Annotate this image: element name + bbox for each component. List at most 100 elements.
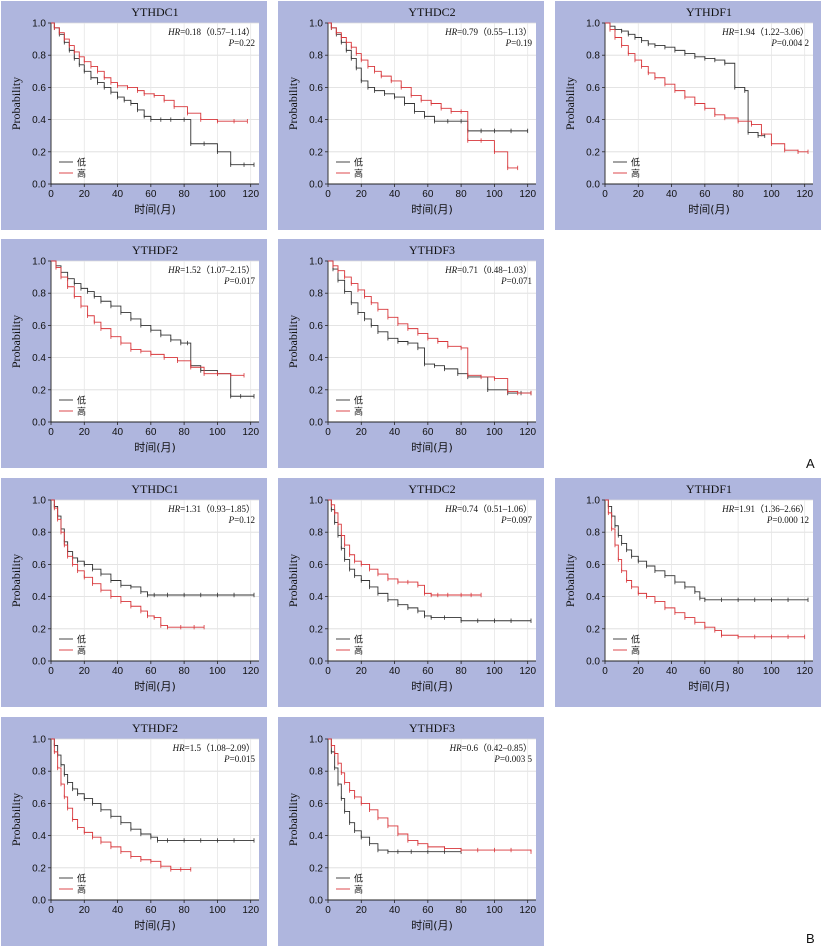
y-tick-label: 0.0: [309, 180, 323, 191]
x-tick-label: 40: [666, 666, 678, 677]
km-panel-ythdc1-a: 0.0 0.2 0.4 0.6 0.8 1.0 0 20 40 60 80 100 120 YTHDC1 H…: [1, 1, 267, 230]
x-axis-label: 时间(月): [411, 919, 453, 932]
x-tick-label: 40: [112, 666, 124, 677]
x-tick-label: 0: [602, 189, 608, 200]
legend-label: 高: [631, 645, 640, 657]
x-tick-label: 20: [79, 666, 91, 677]
legend-label: 低: [354, 157, 363, 169]
series-line-high: [51, 499, 205, 628]
x-axis-label: 时间(月): [411, 680, 453, 693]
y-tick-label: 1.0: [309, 735, 323, 746]
x-tick-label: 60: [145, 427, 157, 438]
x-tick-label: 20: [79, 189, 91, 200]
y-tick-label: 0.2: [586, 624, 600, 635]
x-tick-label: 80: [733, 189, 745, 200]
km-panel-ythdc2-b: 0.0 0.2 0.4 0.6 0.8 1.0 0 20 40 60 80 100 120 YTHDC2 H…: [278, 478, 544, 707]
y-tick-label: 0.4: [586, 592, 600, 603]
x-tick-label: 100: [209, 427, 226, 438]
plot-area: [51, 739, 259, 900]
chart-title: YTHDC2: [408, 482, 455, 496]
y-axis-label: Probability: [9, 793, 23, 846]
km-panel-ythdc1-b: 0.0 0.2 0.4 0.6 0.8 1.0 0 20 40 60 80 100 120 YTHDC1 H…: [1, 478, 267, 707]
legend-label: 低: [631, 157, 640, 169]
y-tick-label: 0.8: [586, 528, 600, 539]
x-axis-label: 时间(月): [411, 203, 453, 216]
y-tick-label: 0.0: [32, 418, 46, 429]
x-tick-label: 40: [112, 189, 124, 200]
series-line-low: [51, 260, 255, 397]
x-tick-label: 40: [389, 666, 401, 677]
hr-annotation: HR=0.79（0.55–1.13）: [444, 27, 532, 37]
km-plot: 0.0 0.2 0.4 0.6 0.8 1.0 0 20 40 60 80 100 120 YTHDF1 H…: [563, 482, 813, 693]
y-tick-label: 1.0: [309, 257, 323, 268]
km-plot: 0.0 0.2 0.4 0.6 0.8 1.0 0 20 40 60 80 100 120 YTHDF1 H…: [563, 5, 813, 216]
km-plot: 0.0 0.2 0.4 0.6 0.8 1.0 0 20 40 60 80 100 120 YTHDC2 H…: [286, 5, 536, 216]
plot-area: [328, 261, 536, 422]
y-tick-label: 1.0: [586, 496, 600, 507]
y-tick-label: 0.8: [32, 289, 46, 300]
x-tick-label: 20: [356, 905, 368, 916]
x-axis-label: 时间(月): [688, 203, 730, 216]
legend-label: 低: [77, 873, 86, 885]
x-tick-label: 80: [456, 666, 468, 677]
km-plot: 0.0 0.2 0.4 0.6 0.8 1.0 0 20 40 60 80 100 120 YTHDF3 H…: [286, 243, 536, 454]
p-annotation: P=0.003 5: [493, 754, 532, 764]
x-tick-label: 20: [356, 189, 368, 200]
p-annotation: P=0.12: [228, 515, 255, 525]
x-tick-label: 80: [179, 427, 191, 438]
chart-title: YTHDF1: [686, 482, 732, 496]
x-tick-label: 80: [456, 427, 468, 438]
x-tick-label: 100: [486, 427, 503, 438]
y-tick-label: 0.4: [309, 592, 323, 603]
y-tick-label: 0.6: [32, 321, 46, 332]
x-axis-label: 时间(月): [134, 680, 176, 693]
x-tick-label: 20: [356, 666, 368, 677]
x-axis-label: 时间(月): [134, 919, 176, 932]
chart-title: YTHDC2: [408, 5, 455, 19]
x-tick-label: 80: [179, 189, 191, 200]
y-tick-label: 0.4: [309, 115, 323, 126]
hr-annotation: HR=1.52（1.07–2.15）: [167, 265, 255, 275]
km-plot: 0.0 0.2 0.4 0.6 0.8 1.0 0 20 40 60 80 100 120 YTHDC1 H…: [9, 5, 259, 216]
y-tick-label: 0.4: [309, 353, 323, 364]
legend-label: 高: [354, 645, 363, 657]
x-tick-label: 100: [209, 666, 226, 677]
y-tick-label: 0.0: [309, 418, 323, 429]
km-panel-ythdf2-b: 0.0 0.2 0.4 0.6 0.8 1.0 0 20 40 60 80 100 120 YTHDF2 H…: [1, 717, 267, 946]
legend-label: 高: [77, 884, 86, 896]
x-tick-label: 0: [48, 666, 54, 677]
x-axis-label: 时间(月): [134, 441, 176, 454]
x-axis-label: 时间(月): [134, 203, 176, 216]
y-tick-label: 0.8: [309, 51, 323, 62]
x-tick-label: 80: [456, 189, 468, 200]
x-tick-label: 0: [325, 189, 331, 200]
x-tick-label: 80: [733, 666, 745, 677]
y-tick-label: 1.0: [32, 735, 46, 746]
legend-label: 高: [77, 645, 86, 657]
chart-title: YTHDF2: [132, 721, 178, 735]
y-tick-label: 0.6: [309, 321, 323, 332]
x-tick-label: 60: [422, 905, 434, 916]
x-tick-label: 120: [519, 905, 536, 916]
y-tick-label: 0.0: [32, 657, 46, 668]
km-plot: 0.0 0.2 0.4 0.6 0.8 1.0 0 20 40 60 80 100 120 YTHDF3 H…: [286, 721, 536, 932]
legend-label: 低: [354, 395, 363, 407]
hr-annotation: HR=1.94（1.22–3.06）: [721, 27, 809, 37]
x-tick-label: 40: [389, 905, 401, 916]
x-tick-label: 20: [79, 905, 91, 916]
km-plot: 0.0 0.2 0.4 0.6 0.8 1.0 0 20 40 60 80 100 120 YTHDF2 H…: [9, 721, 259, 932]
x-tick-label: 40: [389, 427, 401, 438]
x-tick-label: 60: [422, 189, 434, 200]
y-tick-label: 0.0: [586, 657, 600, 668]
x-tick-label: 120: [242, 189, 259, 200]
y-tick-label: 0.6: [309, 560, 323, 571]
plot-area: [51, 23, 259, 184]
y-tick-label: 0.2: [309, 624, 323, 635]
legend-label: 低: [354, 873, 363, 885]
section-label-a: A: [806, 456, 815, 471]
y-tick-label: 0.2: [32, 147, 46, 158]
x-tick-label: 60: [422, 666, 434, 677]
series-line-low: [328, 499, 532, 622]
y-tick-label: 0.0: [32, 896, 46, 907]
hr-annotation: HR=0.6（0.42–0.85）: [449, 743, 532, 753]
